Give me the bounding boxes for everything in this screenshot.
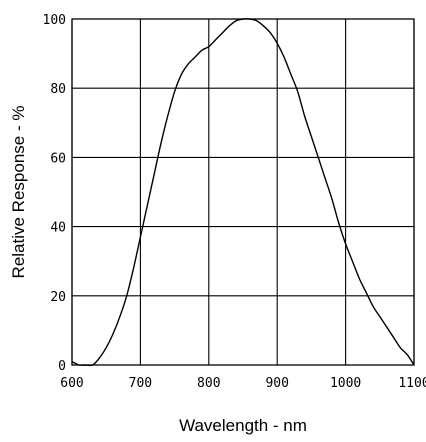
y-tick-labels: 0 20 40 60 80 100 — [43, 13, 66, 374]
y-tick-label: 100 — [43, 13, 66, 28]
y-tick-label: 80 — [50, 82, 66, 97]
y-tick-label: 40 — [50, 221, 66, 236]
response-curve — [71, 18, 415, 367]
y-tick-label: 60 — [50, 151, 66, 166]
grid — [71, 18, 415, 366]
y-tick-label: 20 — [50, 290, 66, 305]
x-tick-label: 1100 — [398, 376, 426, 391]
x-tick-labels: 600 700 800 900 1000 1100 — [60, 376, 426, 391]
x-tick-label: 1000 — [330, 376, 361, 391]
x-tick-label: 700 — [129, 376, 152, 391]
x-tick-label: 600 — [60, 376, 83, 391]
x-tick-label: 800 — [197, 376, 220, 391]
y-axis-label: Relative Response - % — [9, 106, 28, 279]
x-axis-label: Wavelength - nm — [179, 416, 307, 435]
x-tick-label: 900 — [265, 376, 288, 391]
plot-frame — [71, 18, 415, 366]
y-tick-label: 0 — [58, 359, 66, 374]
